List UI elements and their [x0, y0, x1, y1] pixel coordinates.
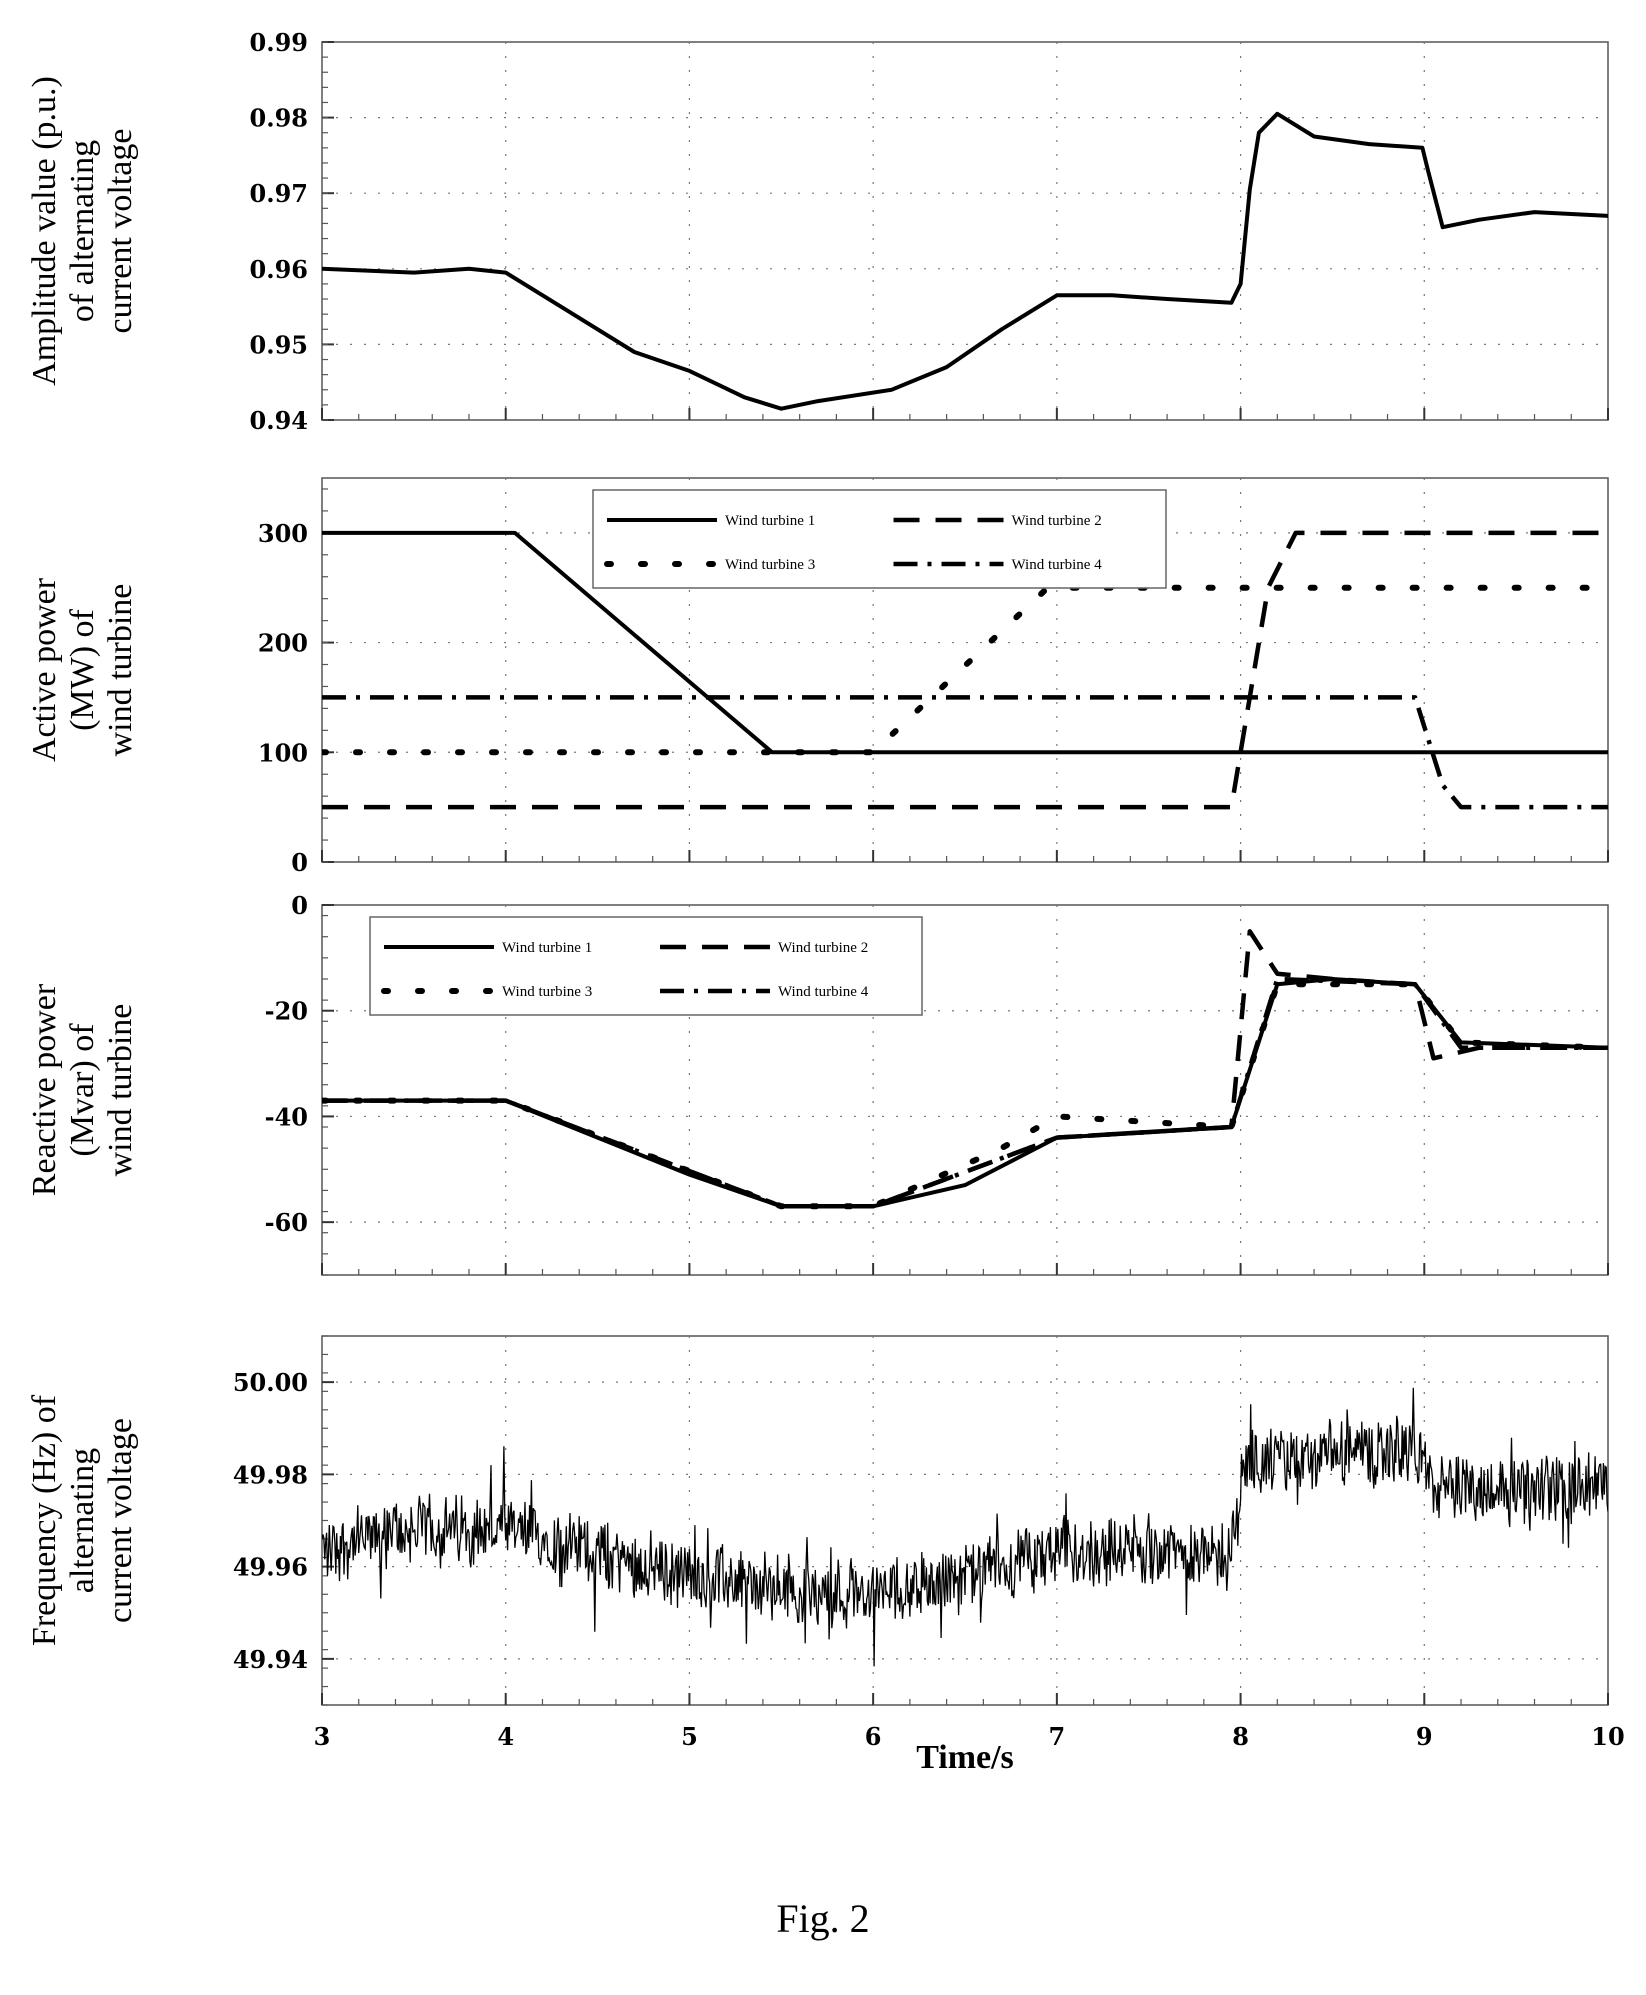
y-tick-label: -60	[265, 1208, 308, 1237]
y-axis-label: Frequency (Hz) of	[26, 1394, 63, 1646]
plot-frame	[321, 41, 1609, 421]
plot-frame	[321, 904, 1609, 1276]
legend-label: Wind turbine 2	[1012, 513, 1102, 529]
y-axis-label: Amplitude value (p.u.)	[26, 76, 63, 386]
y-axis-label: Reactive power	[26, 983, 63, 1196]
series-line-wind-turbine-3	[322, 584, 1608, 756]
series-line-wind-turbine-3	[322, 981, 1608, 1210]
y-tick-label: 0.95	[250, 330, 308, 359]
series-line-frequency	[322, 1387, 1608, 1667]
y-axis-label: current voltage	[102, 1418, 139, 1623]
y-tick-label: 0.99	[250, 28, 308, 57]
y-tick-label: 300	[258, 519, 308, 548]
y-tick-label: 0.96	[250, 255, 308, 284]
y-tick-label: -40	[265, 1102, 308, 1131]
y-tick-label: 0.94	[250, 406, 308, 435]
legend-label: Wind turbine 4	[778, 984, 869, 1000]
series-line-wind-turbine-1	[322, 530, 1608, 755]
y-tick-label: 49.98	[233, 1460, 308, 1489]
legend: Wind turbine 1 Wind turbine 2 Wind turbine…	[592, 489, 1167, 589]
y-tick-label: -20	[265, 997, 308, 1026]
x-tick-label: 8	[1232, 1722, 1249, 1751]
chart-panel-2: 0 100 200 300 Active power (MW) of wind turbin…	[26, 477, 1609, 877]
y-tick-label: 0	[291, 891, 308, 920]
series-line-wind-turbine-4	[322, 695, 1608, 810]
y-tick-label: 0.97	[250, 179, 308, 208]
y-tick-label: 0.98	[250, 104, 308, 133]
y-axis-label: alternating	[64, 1448, 101, 1593]
y-axis-label: of alternating	[64, 140, 101, 322]
y-axis-label: wind turbine	[102, 1004, 139, 1177]
y-tick-label: 200	[258, 629, 308, 658]
y-tick-label: 50.00	[233, 1368, 308, 1397]
y-tick-label: 100	[258, 738, 308, 767]
legend-label: Wind turbine 2	[778, 940, 868, 956]
series-line-wind-turbine-2	[322, 530, 1608, 810]
y-axis-label: (MW) of	[64, 608, 101, 730]
y-axis-label: Active power	[26, 577, 63, 762]
legend-label: Wind turbine 4	[1012, 557, 1103, 573]
y-tick-label: 0	[291, 848, 308, 877]
y-axis-label: current voltage	[102, 129, 139, 334]
x-tick-label: 7	[1049, 1722, 1066, 1751]
x-axis-label: Time/s	[916, 1739, 1014, 1776]
legend: Wind turbine 1 Wind turbine 2 Wind turbine…	[369, 916, 923, 1016]
y-tick-label: 49.96	[233, 1553, 308, 1582]
legend-label: Wind turbine 3	[725, 557, 815, 573]
legend-label: Wind turbine 1	[502, 940, 592, 956]
y-axis-label: wind turbine	[102, 584, 139, 757]
legend-label: Wind turbine 3	[502, 984, 592, 1000]
x-tick-label: 6	[865, 1722, 882, 1751]
legend-box	[592, 489, 1167, 589]
x-tick-label: 10	[1591, 1722, 1624, 1751]
chart-panel-1: 0.94 0.95 0.96 0.97 0.98 0.99 Amplitude value …	[26, 28, 1609, 435]
plot-frame	[321, 1335, 1609, 1706]
y-tick-label: 49.94	[233, 1645, 308, 1674]
series-line	[322, 111, 1608, 411]
x-tick-label: 5	[681, 1722, 698, 1751]
legend-label: Wind turbine 1	[725, 513, 815, 529]
y-axis-label: (Mvar) of	[64, 1023, 101, 1157]
x-tick-label: 9	[1416, 1722, 1433, 1751]
legend-box	[369, 916, 923, 1016]
x-tick-label: 3	[314, 1722, 331, 1751]
x-tick-label: 4	[497, 1722, 514, 1751]
plot-frame	[321, 477, 1609, 863]
chart-panel-4: 49.94 49.96 49.98 50.00 Frequency (Hz) of alt…	[26, 1335, 1625, 1751]
chart-panel-3: -60 -40 -20 0 Reactive power (Mvar) of wind tu…	[26, 891, 1609, 1276]
figure-caption: Fig. 2	[776, 1896, 870, 1941]
